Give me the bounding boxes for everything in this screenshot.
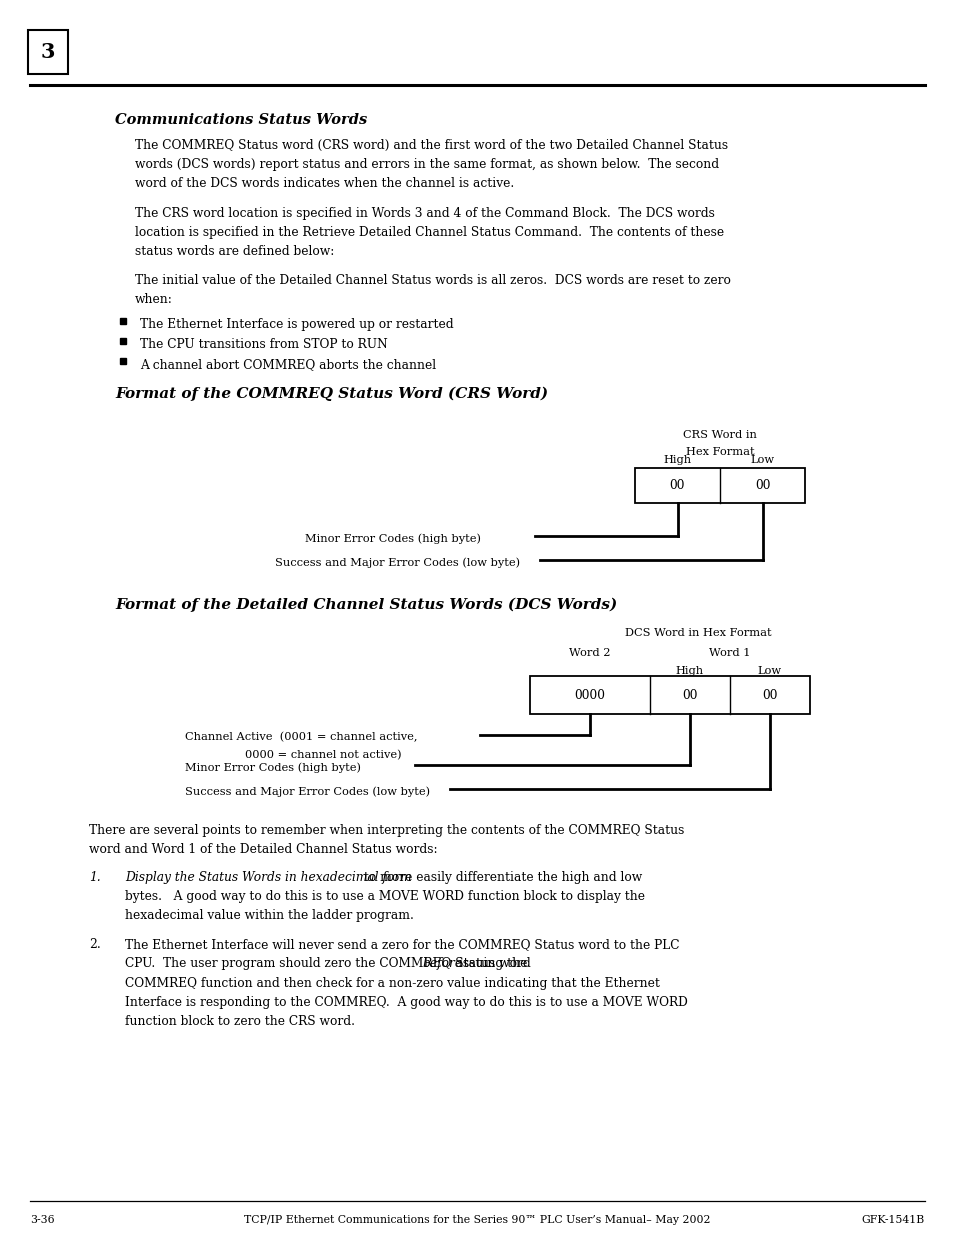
Text: 00: 00 <box>681 689 697 701</box>
Bar <box>28 30 68 74</box>
Text: High: High <box>662 456 691 466</box>
Text: Success and Major Error Codes (low byte): Success and Major Error Codes (low byte) <box>185 787 430 797</box>
Text: Format of the COMMREQ Status Word (CRS Word): Format of the COMMREQ Status Word (CRS W… <box>115 387 548 400</box>
Text: words (DCS words) report status and errors in the same format, as shown below.  : words (DCS words) report status and erro… <box>135 158 719 172</box>
Text: A channel abort COMMREQ aborts the channel: A channel abort COMMREQ aborts the chann… <box>140 358 436 370</box>
Text: 0000: 0000 <box>574 689 605 701</box>
Text: status words are defined below:: status words are defined below: <box>135 245 334 258</box>
Text: GFK-1541B: GFK-1541B <box>861 1215 924 1225</box>
Text: DCS Word in Hex Format: DCS Word in Hex Format <box>624 629 771 638</box>
Text: Success and Major Error Codes (low byte): Success and Major Error Codes (low byte) <box>274 557 519 568</box>
Text: location is specified in the Retrieve Detailed Channel Status Command.  The cont: location is specified in the Retrieve De… <box>135 226 723 238</box>
Text: There are several points to remember when interpreting the contents of the COMMR: There are several points to remember whe… <box>89 824 683 837</box>
Text: The initial value of the Detailed Channel Status words is all zeros.  DCS words : The initial value of the Detailed Channe… <box>135 274 730 288</box>
Bar <box>120 358 126 364</box>
Text: word and Word 1 of the Detailed Channel Status words:: word and Word 1 of the Detailed Channel … <box>89 844 437 856</box>
Text: 3-36: 3-36 <box>30 1215 54 1225</box>
Text: CPU.  The user program should zero the COMMREQ Status word: CPU. The user program should zero the CO… <box>125 957 534 971</box>
Text: 00: 00 <box>669 479 684 493</box>
Text: Display the Status Words in hexadecimal form: Display the Status Words in hexadecimal … <box>125 871 412 883</box>
Text: function block to zero the CRS word.: function block to zero the CRS word. <box>125 1015 355 1028</box>
Text: 00: 00 <box>761 689 777 701</box>
Text: CRS Word in: CRS Word in <box>682 430 756 440</box>
Text: The Ethernet Interface will never send a zero for the COMMREQ Status word to the: The Ethernet Interface will never send a… <box>125 939 679 951</box>
Text: word of the DCS words indicates when the channel is active.: word of the DCS words indicates when the… <box>135 178 514 190</box>
Bar <box>120 317 126 324</box>
Text: to more easily differentiate the high and low: to more easily differentiate the high an… <box>360 871 642 883</box>
Text: Channel Active  (0001 = channel active,: Channel Active (0001 = channel active, <box>185 732 417 742</box>
Text: The CRS word location is specified in Words 3 and 4 of the Command Block.  The D: The CRS word location is specified in Wo… <box>135 206 714 220</box>
Text: Hex Format: Hex Format <box>685 447 754 457</box>
Text: 2.: 2. <box>89 939 101 951</box>
Text: Low: Low <box>750 456 774 466</box>
Text: Word 1: Word 1 <box>708 648 750 658</box>
Text: before: before <box>422 957 462 971</box>
Text: Minor Error Codes (high byte): Minor Error Codes (high byte) <box>185 762 360 773</box>
Text: 3: 3 <box>41 42 55 62</box>
Text: Format of the Detailed Channel Status Words (DCS Words): Format of the Detailed Channel Status Wo… <box>115 598 617 611</box>
Text: Communications Status Words: Communications Status Words <box>115 112 367 127</box>
Text: The CPU transitions from STOP to RUN: The CPU transitions from STOP to RUN <box>140 338 387 351</box>
Text: 00: 00 <box>754 479 769 493</box>
Text: Minor Error Codes (high byte): Minor Error Codes (high byte) <box>305 534 480 543</box>
Text: The Ethernet Interface is powered up or restarted: The Ethernet Interface is powered up or … <box>140 317 453 331</box>
Text: Interface is responding to the COMMREQ.  A good way to do this is to use a MOVE : Interface is responding to the COMMREQ. … <box>125 995 687 1009</box>
Text: Word 2: Word 2 <box>569 648 610 658</box>
Text: issuing the: issuing the <box>455 957 527 971</box>
Text: 0000 = channel not active): 0000 = channel not active) <box>245 750 401 761</box>
Text: Low: Low <box>757 666 781 677</box>
Text: The COMMREQ Status word (CRS word) and the first word of the two Detailed Channe: The COMMREQ Status word (CRS word) and t… <box>135 140 727 152</box>
Text: COMMREQ function and then check for a non-zero value indicating that the Etherne: COMMREQ function and then check for a no… <box>125 977 659 989</box>
Text: hexadecimal value within the ladder program.: hexadecimal value within the ladder prog… <box>125 909 414 923</box>
Text: bytes.   A good way to do this is to use a MOVE WORD function block to display t: bytes. A good way to do this is to use a… <box>125 889 644 903</box>
Bar <box>120 338 126 343</box>
Text: when:: when: <box>135 294 172 306</box>
Text: TCP/IP Ethernet Communications for the Series 90™ PLC User’s Manual– May 2002: TCP/IP Ethernet Communications for the S… <box>244 1215 710 1225</box>
Bar <box>635 468 804 503</box>
Text: High: High <box>676 666 703 677</box>
Text: 1.: 1. <box>89 871 100 883</box>
Bar <box>530 677 809 714</box>
